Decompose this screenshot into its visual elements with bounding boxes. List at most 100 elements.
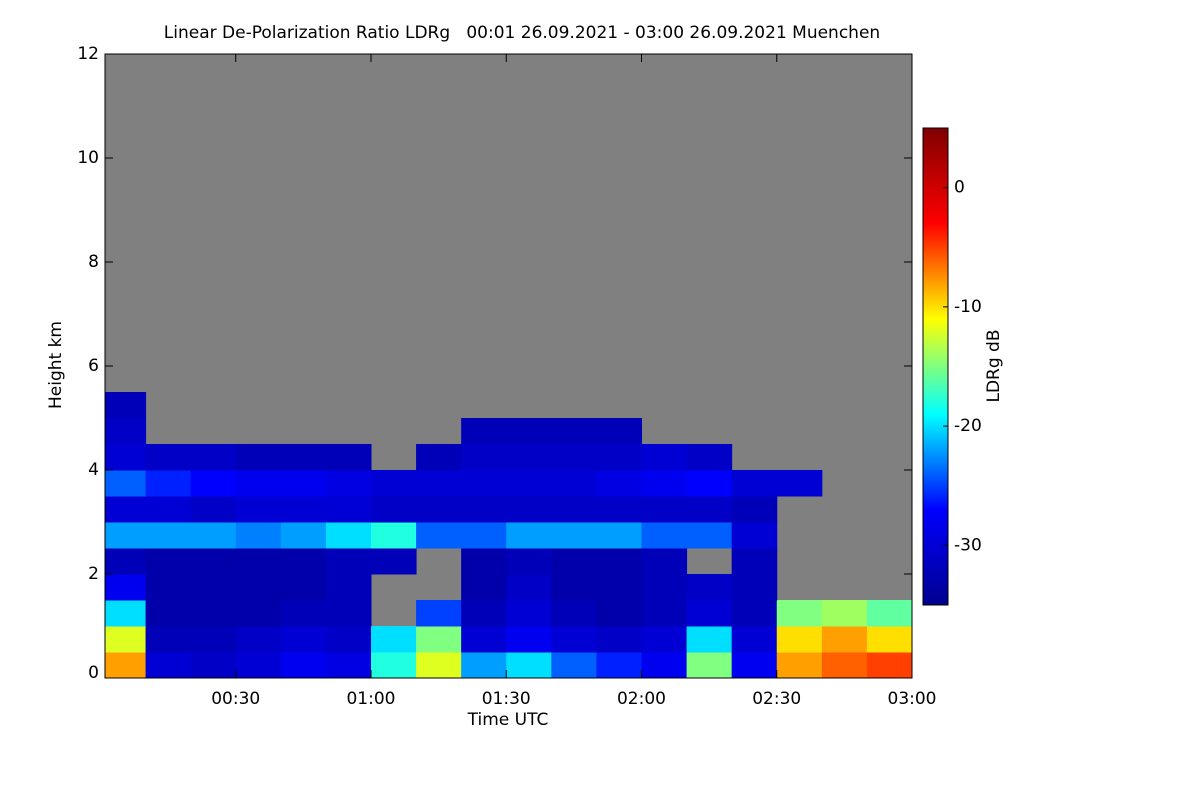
- heat-cell: [551, 418, 597, 445]
- heat-cell: [551, 522, 597, 549]
- x-tick-label: 01:30: [482, 689, 531, 709]
- heat-cell: [776, 600, 823, 627]
- heat-cell: [461, 522, 507, 549]
- heat-cell: [190, 574, 237, 601]
- heat-cell: [370, 496, 417, 523]
- heat-cell: [866, 652, 913, 679]
- heat-cell: [105, 652, 147, 679]
- heat-cell: [506, 626, 552, 653]
- heat-cell: [416, 496, 462, 523]
- heat-cell: [416, 470, 462, 497]
- heat-cell: [416, 626, 462, 653]
- heat-cell: [686, 652, 733, 679]
- heat-cell: [325, 444, 372, 471]
- y-tick-label: 0: [88, 663, 99, 683]
- heat-cell: [596, 470, 642, 497]
- heat-cell: [416, 600, 462, 627]
- heat-cell: [235, 522, 282, 549]
- heat-cell: [731, 548, 778, 575]
- heat-cell: [190, 496, 237, 523]
- x-tick-label: 00:30: [211, 689, 260, 709]
- heat-cell: [190, 652, 237, 679]
- heat-cell: [325, 496, 372, 523]
- heat-cell: [461, 470, 507, 497]
- heat-cell: [280, 522, 327, 549]
- heat-cell: [551, 444, 597, 471]
- heat-cell: [596, 418, 642, 445]
- heat-cell: [105, 470, 147, 497]
- y-tick-label: 6: [88, 356, 99, 376]
- heat-cell: [641, 600, 688, 627]
- heat-cell: [686, 600, 733, 627]
- heat-cell: [461, 652, 507, 679]
- x-tick-label: 02:30: [752, 689, 801, 709]
- heat-cell: [641, 548, 688, 575]
- heat-cell: [596, 522, 642, 549]
- y-tick-label: 12: [77, 44, 99, 64]
- chart-title: Linear De-Polarization Ratio LDRg 00:01 …: [164, 23, 880, 43]
- heat-cell: [105, 392, 147, 419]
- x-tick-label: 03:00: [888, 689, 937, 709]
- heat-cell: [235, 470, 282, 497]
- heat-cell: [105, 444, 147, 471]
- heat-cell: [325, 600, 372, 627]
- heat-cell: [325, 470, 372, 497]
- heat-cell: [280, 496, 327, 523]
- heat-cell: [105, 522, 147, 549]
- heat-cell: [105, 548, 147, 575]
- heat-cell: [506, 522, 552, 549]
- heat-cell: [145, 600, 192, 627]
- y-tick-label: 10: [77, 148, 99, 168]
- x-axis-label: Time UTC: [467, 710, 549, 730]
- heat-cell: [686, 496, 733, 523]
- heat-cell: [145, 548, 192, 575]
- heat-cell: [370, 522, 417, 549]
- heat-cell: [641, 652, 688, 679]
- heat-cell: [370, 470, 417, 497]
- heat-cell: [325, 574, 372, 601]
- heat-cell: [461, 418, 507, 445]
- heat-cell: [461, 574, 507, 601]
- heat-cell: [776, 626, 823, 653]
- heat-cell: [145, 652, 192, 679]
- heat-cell: [506, 600, 552, 627]
- heat-cell: [641, 444, 688, 471]
- heat-cell: [145, 574, 192, 601]
- heat-cell: [145, 444, 192, 471]
- heat-cell: [506, 548, 552, 575]
- heat-cell: [190, 548, 237, 575]
- heat-cell: [596, 600, 642, 627]
- heat-cell: [821, 652, 868, 679]
- heat-cell: [551, 496, 597, 523]
- colorbar-tick-label: -10: [954, 297, 982, 317]
- heat-cell: [731, 626, 778, 653]
- heat-cell: [461, 600, 507, 627]
- heat-cell: [235, 626, 282, 653]
- heat-cell: [235, 574, 282, 601]
- heat-cell: [821, 626, 868, 653]
- heat-cell: [145, 496, 192, 523]
- heat-cell: [596, 574, 642, 601]
- colorbar-tick-label: 0: [954, 178, 965, 198]
- x-tick-label: 02:00: [617, 689, 666, 709]
- heat-cell: [641, 470, 688, 497]
- heat-cell: [551, 574, 597, 601]
- heat-cell: [731, 600, 778, 627]
- heat-cell: [190, 444, 237, 471]
- heat-cell: [416, 652, 462, 679]
- heat-cell: [235, 496, 282, 523]
- heat-cell: [461, 626, 507, 653]
- heat-cell: [596, 652, 642, 679]
- heat-cell: [190, 626, 237, 653]
- heat-cell: [235, 652, 282, 679]
- heat-cell: [686, 522, 733, 549]
- heat-cell: [551, 470, 597, 497]
- y-tick-label: 8: [88, 252, 99, 272]
- heat-cell: [416, 522, 462, 549]
- heat-cell: [280, 444, 327, 471]
- heat-cell: [641, 496, 688, 523]
- heat-cell: [641, 522, 688, 549]
- heat-cell: [325, 626, 372, 653]
- heat-cell: [325, 522, 372, 549]
- heat-cell: [325, 652, 372, 679]
